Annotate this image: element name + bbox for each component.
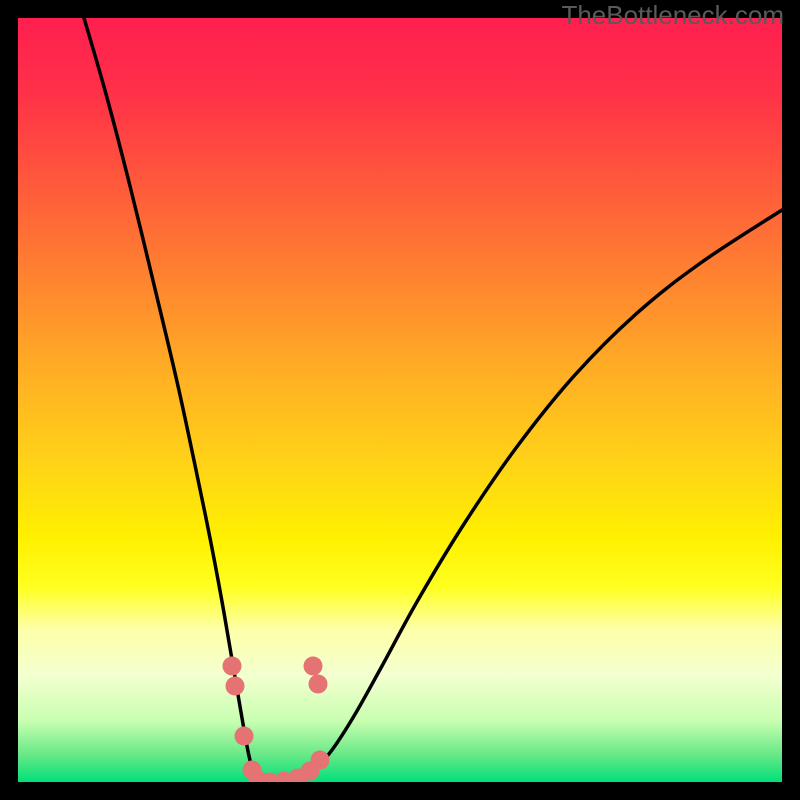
data-point-marker (304, 657, 323, 676)
bottleneck-curve-chart (0, 0, 800, 800)
data-point-marker (223, 657, 242, 676)
chart-frame (0, 0, 800, 800)
data-point-marker (226, 677, 245, 696)
watermark-text: TheBottleneck.com (561, 0, 784, 31)
data-point-marker (309, 675, 328, 694)
gradient-background (18, 18, 782, 782)
data-point-marker (235, 727, 254, 746)
data-point-marker (311, 751, 330, 770)
